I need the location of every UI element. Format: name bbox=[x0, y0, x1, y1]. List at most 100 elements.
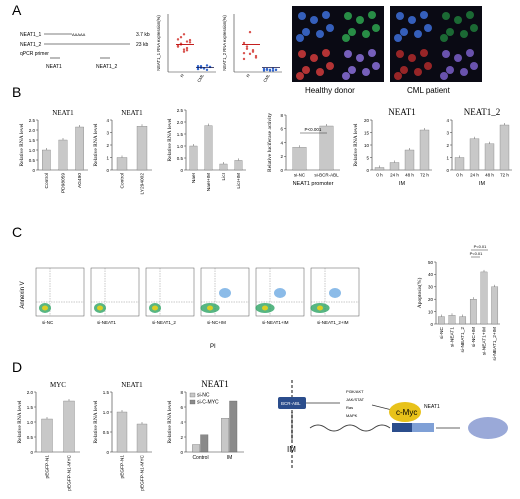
cell bbox=[440, 72, 448, 80]
x-tick-label: LY294002 bbox=[140, 173, 146, 195]
cell bbox=[414, 30, 422, 38]
cell bbox=[356, 54, 364, 62]
cell-cluster-core bbox=[262, 305, 268, 311]
y-tick-label: 6 bbox=[280, 127, 283, 132]
cell-cluster-core bbox=[207, 305, 213, 311]
bar bbox=[136, 126, 148, 171]
pathway-4: MAPK bbox=[346, 413, 358, 418]
y-tick-label: 4 bbox=[106, 118, 109, 123]
bar bbox=[459, 316, 467, 325]
transcript-2-size: 23 kb bbox=[136, 42, 148, 48]
data-point bbox=[205, 64, 209, 67]
data-point bbox=[188, 38, 192, 42]
pvalue-label: P<0.01 bbox=[470, 251, 484, 256]
y-axis-label: Relative RNA level bbox=[353, 123, 359, 167]
cell bbox=[296, 34, 304, 42]
y-tick-label: 2 bbox=[180, 435, 183, 440]
cell bbox=[316, 68, 324, 76]
y-tick-label: 0.5 bbox=[177, 156, 184, 161]
y-tick-label: 1.0 bbox=[27, 420, 34, 425]
y-axis-label: Relative RNA level bbox=[167, 118, 173, 162]
pvalue-label: P<0.001 bbox=[305, 127, 322, 132]
cell bbox=[344, 12, 352, 20]
y-tick-label: 0 bbox=[446, 168, 449, 173]
chart-title: NEAT1 bbox=[121, 109, 143, 117]
data-point bbox=[185, 46, 189, 50]
x-axis-label: NEAT1 promoter bbox=[293, 181, 334, 187]
x-tick-label: LicI+IM bbox=[236, 173, 242, 189]
y-tick-label: 1.5 bbox=[177, 132, 184, 137]
x-tick-label: 24 h bbox=[390, 173, 399, 178]
x-tick-label: si-NEAT1 bbox=[450, 327, 456, 347]
chart-c-apoptosis: 0 10 20 30 40 50 Apoptosis(%) si-NC si-NEAT1 si-N… bbox=[416, 260, 500, 361]
cell bbox=[322, 49, 330, 57]
bar bbox=[42, 149, 51, 171]
flow-plot: si-NEAT1 bbox=[90, 267, 140, 325]
cell bbox=[326, 24, 334, 32]
cell-cluster-core bbox=[97, 305, 103, 311]
y-tick-label: 5 bbox=[366, 155, 369, 160]
y-tick-label: 10 bbox=[428, 309, 434, 314]
data-point bbox=[185, 49, 189, 52]
y-tick-label: 0 bbox=[280, 168, 283, 173]
cell bbox=[394, 72, 402, 80]
bar bbox=[116, 157, 128, 171]
y-tick-label: 30 bbox=[428, 285, 434, 290]
bar bbox=[58, 139, 68, 171]
y-tick-label: 0 bbox=[180, 168, 183, 173]
cell bbox=[296, 72, 304, 80]
cell bbox=[298, 50, 306, 58]
cell bbox=[372, 62, 380, 70]
y-tick-label: 0.5 bbox=[29, 158, 36, 163]
x-tick-label: 0 h bbox=[456, 173, 463, 178]
flow-panel-label: si-NEAT1 bbox=[97, 320, 116, 325]
cell bbox=[414, 68, 422, 76]
data-point bbox=[248, 30, 252, 34]
data-point bbox=[242, 51, 246, 55]
x-tick-label: si-NEAT1_2+IM bbox=[492, 327, 498, 361]
data-point bbox=[274, 68, 278, 72]
x-tick-label: CML bbox=[262, 72, 271, 83]
y-tick-label: 10 bbox=[364, 143, 370, 148]
y-tick-label: 1.5 bbox=[103, 390, 110, 395]
y-tick-label: 6 bbox=[180, 405, 183, 410]
cell bbox=[372, 24, 380, 32]
y-tick-label: 0 bbox=[366, 168, 369, 173]
x-tick-label: si-NC+IM bbox=[471, 327, 477, 347]
cell bbox=[408, 16, 416, 24]
y-tick-label: 0 bbox=[30, 450, 33, 455]
chart-b1: 0 0.5 1.0 1.5 2.0 2.5 Relative RNA level NEAT1 C… bbox=[19, 109, 88, 193]
bar bbox=[480, 271, 488, 325]
cell bbox=[316, 30, 324, 38]
legend-label: si-NC bbox=[197, 393, 210, 399]
chart-title: NEAT1_2 bbox=[464, 107, 501, 117]
data-point bbox=[188, 41, 192, 44]
bar bbox=[404, 149, 415, 171]
flow-xlabel: PI bbox=[210, 344, 216, 350]
x-tick-label: PD98059 bbox=[61, 173, 67, 193]
primer-label: qPCR primer bbox=[20, 51, 49, 57]
bar bbox=[491, 286, 499, 325]
x-tick-label: si-NEAT1+IM bbox=[482, 327, 488, 355]
cell bbox=[442, 12, 450, 20]
data-point bbox=[248, 52, 252, 56]
bcr-abl-box bbox=[278, 397, 306, 409]
flow-cytometry: Annexin V PI si-NC si-NEAT1 si-NEAT1_2 si-N… bbox=[20, 267, 360, 350]
data-point bbox=[242, 41, 246, 45]
transcript-1-tail: AAAAA bbox=[72, 32, 86, 37]
scatter-neat1-1: NEAT1_1 RNA expression(%) H CML bbox=[156, 14, 216, 83]
bcr-abl-label: BCR-ABL bbox=[281, 401, 301, 406]
x-tick-label: pEGFP-N1 bbox=[45, 455, 51, 479]
gene-box bbox=[412, 423, 434, 432]
data-point bbox=[254, 56, 258, 59]
x-tick-label: NaeI+IM bbox=[206, 173, 212, 191]
cell-cluster-core bbox=[42, 305, 48, 311]
cell-cluster bbox=[274, 288, 286, 298]
bar bbox=[221, 418, 230, 453]
bar bbox=[136, 423, 148, 453]
bar bbox=[192, 444, 201, 453]
data-point bbox=[176, 44, 180, 48]
cell bbox=[326, 62, 334, 70]
y-tick-label: 2.5 bbox=[29, 118, 36, 123]
